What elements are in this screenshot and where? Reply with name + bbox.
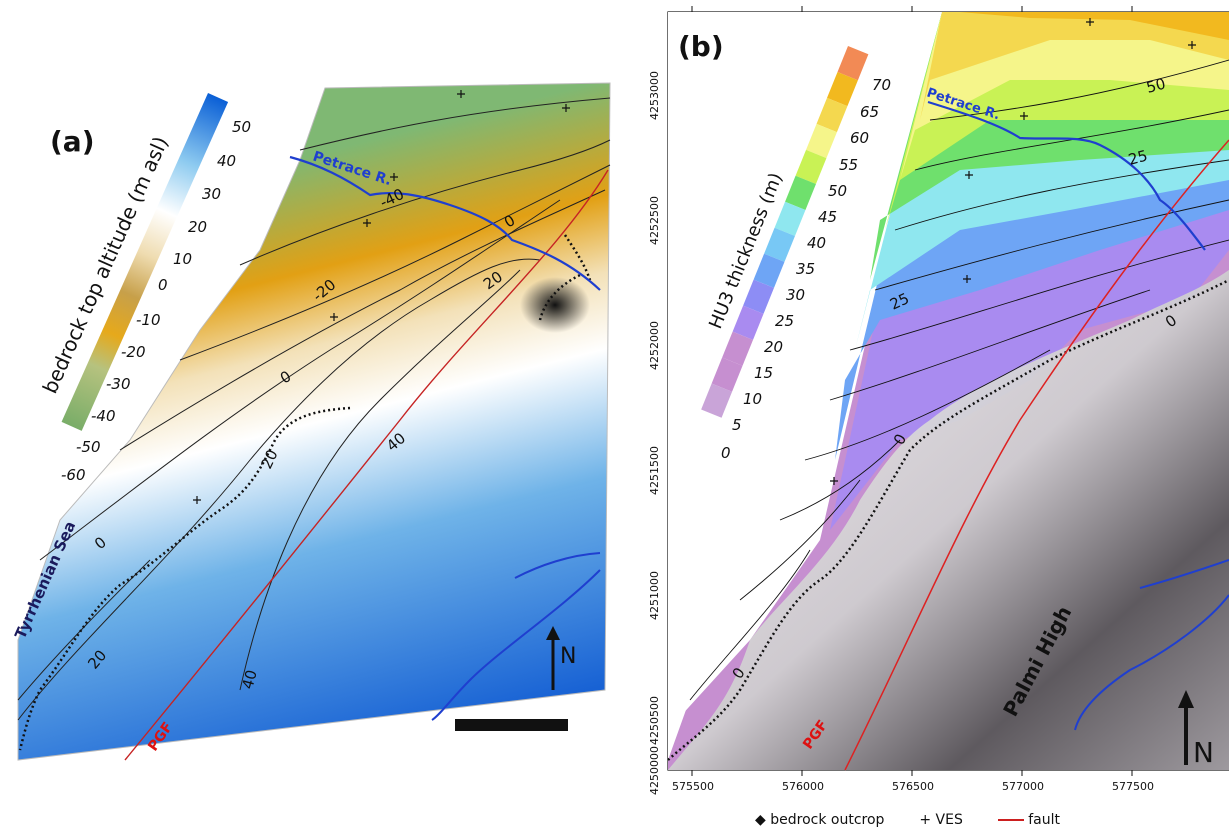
panel-b-colorbar-ticks: 70 65 60 55 50 45 40 35 30 25 20 15 10 5… bbox=[721, 76, 891, 462]
panel-a-river-2 bbox=[514, 552, 601, 579]
panel-a-scale-bar: 0m 500m bbox=[444, 719, 570, 752]
legend-outcrop-label: bedrock outcrop bbox=[770, 812, 885, 828]
svg-text:4251000: 4251000 bbox=[648, 571, 661, 620]
svg-text:577500: 577500 bbox=[1112, 780, 1154, 793]
legend-fault-label: fault bbox=[1028, 812, 1060, 828]
panel-b-y-axis: 4253000 4252500 4252000 4251500 4251000 … bbox=[648, 71, 661, 795]
svg-text:35: 35 bbox=[796, 260, 815, 278]
ves-marker-icon: + bbox=[919, 812, 932, 828]
panel-b-label: (b) bbox=[678, 30, 724, 63]
panel-a: -40 -20 0 20 40 0 20 40 0 20 50 40 30 20… bbox=[0, 0, 620, 800]
svg-text:0: 0 bbox=[158, 276, 168, 294]
svg-text:40: 40 bbox=[238, 668, 260, 691]
svg-text:4253000: 4253000 bbox=[648, 71, 661, 120]
panel-b-river bbox=[927, 100, 1206, 251]
svg-text:-60: -60 bbox=[61, 466, 86, 484]
svg-text:N: N bbox=[560, 644, 576, 669]
panel-b-axis-ticks bbox=[691, 6, 1133, 776]
svg-text:25: 25 bbox=[775, 312, 794, 330]
panel-b-river-2 bbox=[1139, 559, 1229, 589]
svg-text:10: 10 bbox=[173, 250, 192, 268]
panel-b-ves-markers bbox=[830, 18, 1196, 485]
panel-b-outcrop-boundary bbox=[667, 278, 1229, 761]
svg-text:5: 5 bbox=[732, 416, 742, 434]
svg-text:576500: 576500 bbox=[892, 780, 934, 793]
outcrop-marker-icon: ◆ bbox=[755, 812, 766, 828]
panel-b-colorbar bbox=[701, 46, 869, 418]
panel-a-map-area bbox=[17, 82, 611, 761]
panel-b-sea-area bbox=[668, 12, 942, 760]
svg-text:576000: 576000 bbox=[782, 780, 824, 793]
svg-text:500m: 500m bbox=[530, 736, 570, 752]
svg-text:577000: 577000 bbox=[1002, 780, 1044, 793]
panel-a-label: (a) bbox=[50, 125, 95, 158]
panel-b-legend: ◆ bedrock outcrop + VES fault bbox=[755, 812, 1060, 828]
svg-text:0: 0 bbox=[721, 444, 731, 462]
svg-text:40: 40 bbox=[217, 152, 236, 170]
panel-b-thickness-bands bbox=[668, 12, 1229, 770]
svg-text:-30: -30 bbox=[106, 375, 131, 393]
panel-b-hillshade-overlay bbox=[668, 270, 1229, 770]
panel-a-colorbar-ticks: 50 40 30 20 10 0 -10 -20 -30 -40 -50 -60 bbox=[61, 118, 251, 484]
fault-line-icon bbox=[997, 819, 1024, 821]
panel-b-river-3 bbox=[1074, 594, 1229, 731]
panel-a-river bbox=[289, 155, 601, 291]
svg-text:45: 45 bbox=[818, 208, 837, 226]
panel-b: 50 25 25 0 0 0 70 65 60 bbox=[630, 0, 1229, 832]
svg-text:50: 50 bbox=[828, 182, 847, 200]
panel-b-x-axis: 575500 576000 576500 577000 577500 bbox=[672, 780, 1154, 793]
panel-a-ves-markers bbox=[193, 90, 570, 504]
panel-a-depression bbox=[520, 277, 590, 333]
svg-text:25: 25 bbox=[1126, 147, 1149, 169]
panel-b-map: 50 25 25 0 0 0 70 65 60 bbox=[648, 6, 1229, 795]
svg-text:40: 40 bbox=[807, 234, 826, 252]
svg-text:4252000: 4252000 bbox=[648, 321, 661, 370]
svg-text:10: 10 bbox=[743, 390, 762, 408]
panel-a-outcrop-boundary bbox=[18, 234, 592, 751]
svg-text:30: 30 bbox=[202, 185, 221, 203]
svg-text:70: 70 bbox=[872, 76, 891, 94]
svg-text:4251500: 4251500 bbox=[648, 446, 661, 495]
panel-b-contours bbox=[689, 59, 1229, 701]
svg-text:15: 15 bbox=[754, 364, 773, 382]
north-arrow-icon: N bbox=[546, 626, 576, 690]
svg-text:-50: -50 bbox=[76, 438, 101, 456]
panel-b-fault-line bbox=[844, 139, 1229, 771]
svg-text:575500: 575500 bbox=[672, 780, 714, 793]
svg-text:65: 65 bbox=[860, 103, 879, 121]
svg-text:60: 60 bbox=[850, 129, 869, 147]
svg-text:50: 50 bbox=[1144, 75, 1167, 97]
svg-text:20: 20 bbox=[764, 338, 783, 356]
svg-text:N: N bbox=[1193, 736, 1214, 769]
svg-text:50: 50 bbox=[232, 118, 251, 136]
svg-text:4250000: 4250000 bbox=[648, 746, 661, 795]
north-arrow-icon: N bbox=[1178, 690, 1214, 769]
svg-text:-10: -10 bbox=[136, 311, 161, 329]
svg-text:-40: -40 bbox=[91, 407, 116, 425]
svg-text:30: 30 bbox=[786, 286, 805, 304]
panel-a-fault-line bbox=[124, 169, 609, 761]
panel-a-map: -40 -20 0 20 40 0 20 40 0 20 50 40 30 20… bbox=[11, 82, 611, 761]
svg-text:4252500: 4252500 bbox=[648, 196, 661, 245]
svg-text:-20: -20 bbox=[121, 343, 146, 361]
svg-text:0m: 0m bbox=[444, 736, 467, 752]
panel-a-river-3 bbox=[431, 569, 601, 721]
svg-text:4250500: 4250500 bbox=[648, 696, 661, 745]
legend-ves-label: VES bbox=[935, 812, 963, 828]
panel-a-colorbar bbox=[61, 93, 229, 431]
svg-text:55: 55 bbox=[839, 156, 858, 174]
svg-text:20: 20 bbox=[188, 218, 207, 236]
